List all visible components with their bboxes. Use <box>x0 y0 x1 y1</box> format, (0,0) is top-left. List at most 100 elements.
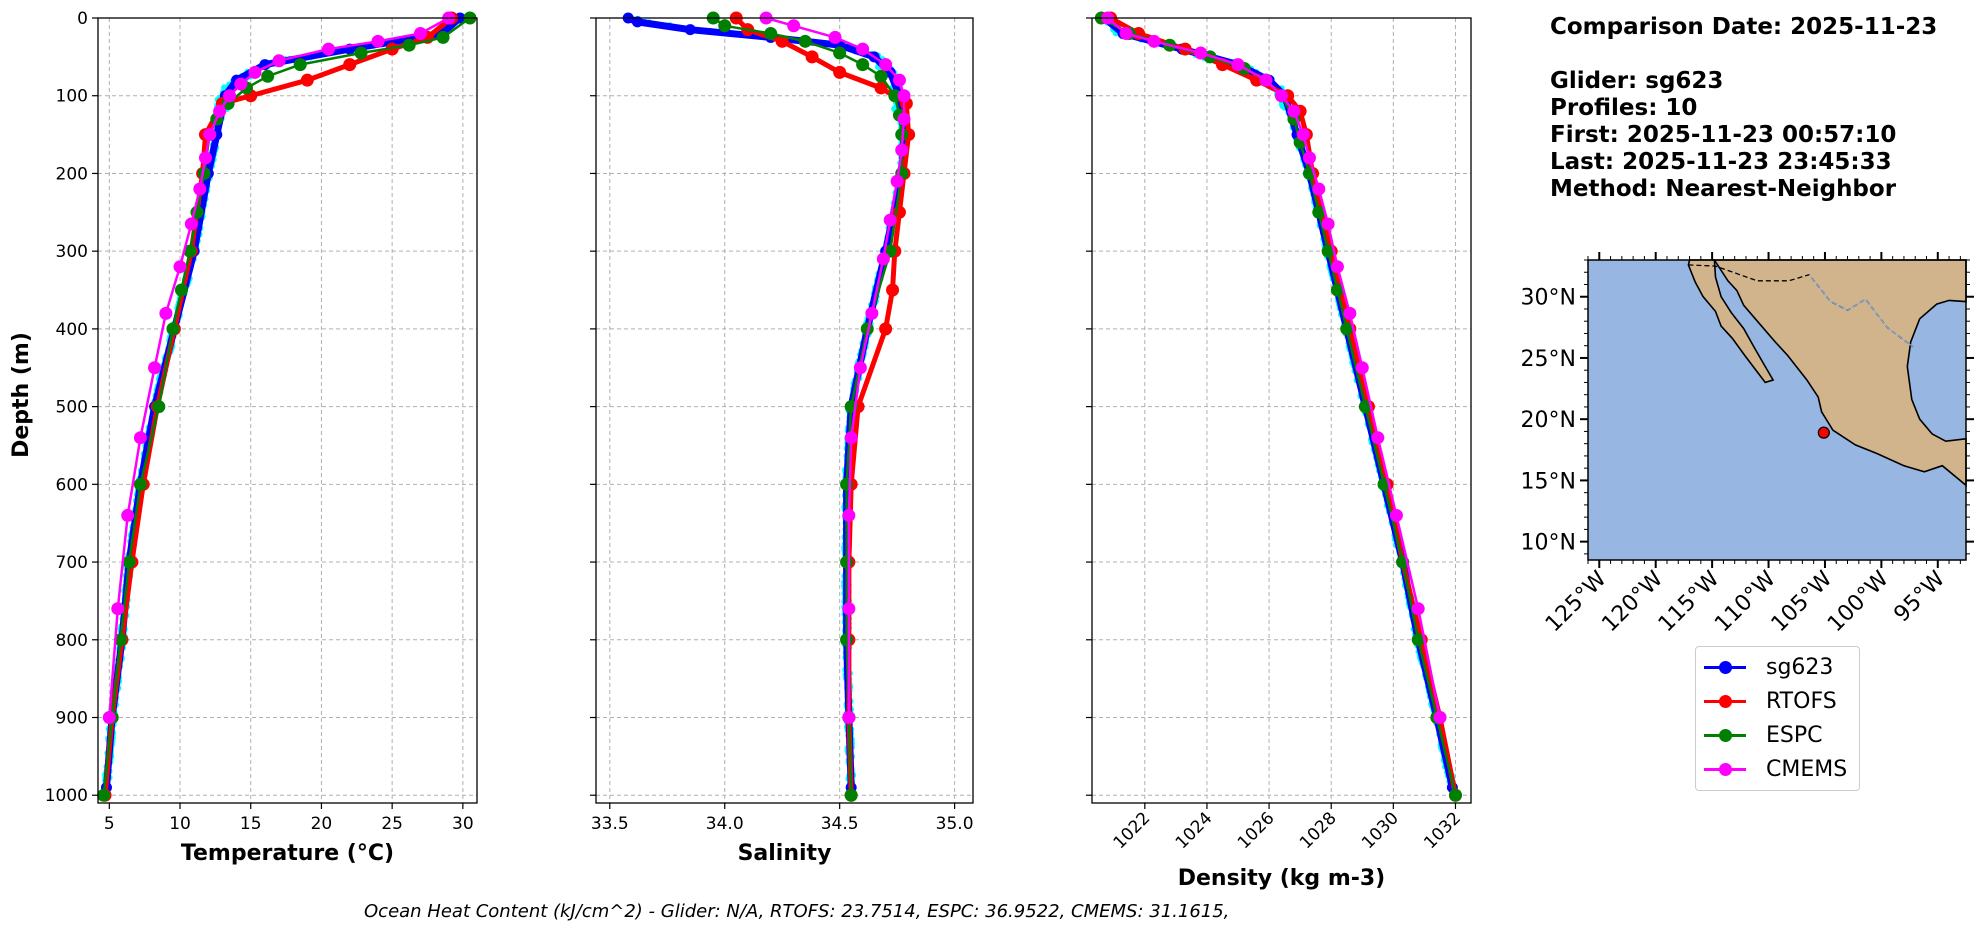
x-tick-label: 30 <box>452 814 474 834</box>
glider-name: Glider: sg623 <box>1550 68 1724 94</box>
map-lon-label: 105°W <box>1767 566 1838 637</box>
y-tick-label: 800 <box>56 631 88 651</box>
map-lon-label: 100°W <box>1823 566 1894 637</box>
data-point-espc <box>833 46 847 60</box>
data-point-cmems <box>842 711 856 725</box>
data-point-espc <box>114 633 128 647</box>
data-point-cmems <box>865 306 879 320</box>
data-point-cmems <box>223 89 237 103</box>
legend-label: CMEMS <box>1766 757 1848 782</box>
data-point-espc <box>1312 205 1326 219</box>
data-point-cmems <box>1343 306 1357 320</box>
data-point-espc <box>293 58 307 72</box>
series-line-sg623 <box>1100 14 1456 791</box>
density-profile-panel: 1022 1024 1026 1028 1030 1032 Density (kg m-3) <box>1086 11 1472 891</box>
x-tick-label: 5 <box>104 814 115 834</box>
data-point-cmems <box>1355 361 1369 375</box>
data-point-cmems <box>1275 89 1288 103</box>
y-tick-label: 900 <box>56 709 88 729</box>
data-point-espc <box>261 69 275 83</box>
data-point-rtofs <box>343 58 357 72</box>
data-point-cmems <box>844 431 858 445</box>
x-tick-label: 33.5 <box>591 814 629 834</box>
data-point-espc <box>1340 322 1354 336</box>
data-point-cmems <box>853 361 867 375</box>
data-point-cmems <box>1312 182 1326 196</box>
y-tick-label: 0 <box>77 9 88 29</box>
legend-label: sg623 <box>1766 655 1834 680</box>
x-tick-label: 35.0 <box>936 814 974 834</box>
profile-count: Profiles: 10 <box>1550 95 1698 121</box>
series-line-cmems <box>1106 16 1442 719</box>
legend-item-rtofs: RTOFS <box>1696 687 1856 717</box>
y-tick-label: 600 <box>56 475 88 495</box>
data-point-sg623 <box>684 24 696 36</box>
map-lon-label: 120°W <box>1597 566 1668 637</box>
x-tick-label: 10 <box>169 814 191 834</box>
method: Method: Nearest-Neighbor <box>1550 176 1897 202</box>
data-point-cmems <box>1433 711 1447 725</box>
data-point-cmems <box>879 58 893 72</box>
data-point-espc <box>856 58 870 72</box>
data-point-cmems <box>890 174 904 188</box>
data-point-rtofs <box>805 50 819 64</box>
data-point-espc <box>874 69 888 83</box>
data-point-cmems <box>234 77 248 91</box>
data-point-espc <box>122 555 136 569</box>
data-point-cmems <box>842 602 856 616</box>
data-point-espc <box>1358 400 1372 414</box>
data-point-cmems <box>828 30 842 44</box>
legend-item-espc: ESPC <box>1696 721 1856 751</box>
salinity-profile-panel: 33.5 34.0 34.5 35.0 Salinity <box>590 11 974 866</box>
location-map: 30°N 25°N 20°N 15°N 10°N 125°W120°W115°W110°W… <box>1521 252 1974 637</box>
map-lon-label: 95°W <box>1889 566 1950 627</box>
legend-label: RTOFS <box>1766 689 1837 714</box>
x-tick-label: 15 <box>240 814 262 834</box>
data-point-espc <box>183 244 197 258</box>
data-point-cmems <box>892 73 906 87</box>
data-point-espc <box>166 322 180 336</box>
y-tick-label: 1000 <box>45 786 88 806</box>
data-point-espc <box>152 400 166 414</box>
x-tick-label: 1032 <box>1420 808 1465 853</box>
data-point-cmems <box>413 27 427 41</box>
x-axis-label: Temperature (°C) <box>181 841 394 866</box>
data-point-espc <box>840 633 854 647</box>
axes-frame <box>1091 17 1472 804</box>
map-baja-california <box>1687 259 1775 384</box>
data-point-cmems <box>1259 73 1273 87</box>
data-point-cmems <box>883 213 897 227</box>
data-point-espc <box>354 46 368 60</box>
x-tick-label: 20 <box>311 814 333 834</box>
last-time: Last: 2025-11-23 23:45:33 <box>1550 149 1892 175</box>
data-point-espc <box>1448 788 1462 802</box>
data-point-espc <box>798 34 812 48</box>
y-tick-label: 300 <box>56 242 88 262</box>
data-point-espc <box>888 89 902 103</box>
data-point-cmems <box>876 252 890 266</box>
map-river <box>1808 274 1914 348</box>
data-point-cmems <box>1371 431 1385 445</box>
data-point-cmems <box>842 508 856 522</box>
legend-item-cmems: CMEMS <box>1696 755 1856 785</box>
x-tick-label: 1026 <box>1234 808 1279 853</box>
series-line-cmems <box>764 16 906 719</box>
y-tick-label: 200 <box>56 164 88 184</box>
data-point-espc <box>764 27 778 41</box>
data-point-espc <box>844 788 858 802</box>
data-point-rtofs <box>300 73 314 87</box>
data-point-cmems <box>193 182 207 196</box>
data-point-sg623 <box>631 16 643 28</box>
map-lat-label: 20°N <box>1521 408 1576 433</box>
data-point-cmems <box>184 217 198 231</box>
x-tick-label: 34.5 <box>821 814 859 834</box>
comparison-date: Comparison Date: 2025-11-23 <box>1550 14 1938 40</box>
y-tick-label: 700 <box>56 553 88 573</box>
x-tick-label: 34.0 <box>706 814 744 834</box>
ocean-heat-content-note: Ocean Heat Content (kJ/cm^2) - Glider: N… <box>364 901 1230 922</box>
axes-frame <box>595 17 974 804</box>
data-point-cmems <box>248 65 262 79</box>
data-point-cmems <box>121 508 135 522</box>
series-line-cmems <box>108 16 450 719</box>
